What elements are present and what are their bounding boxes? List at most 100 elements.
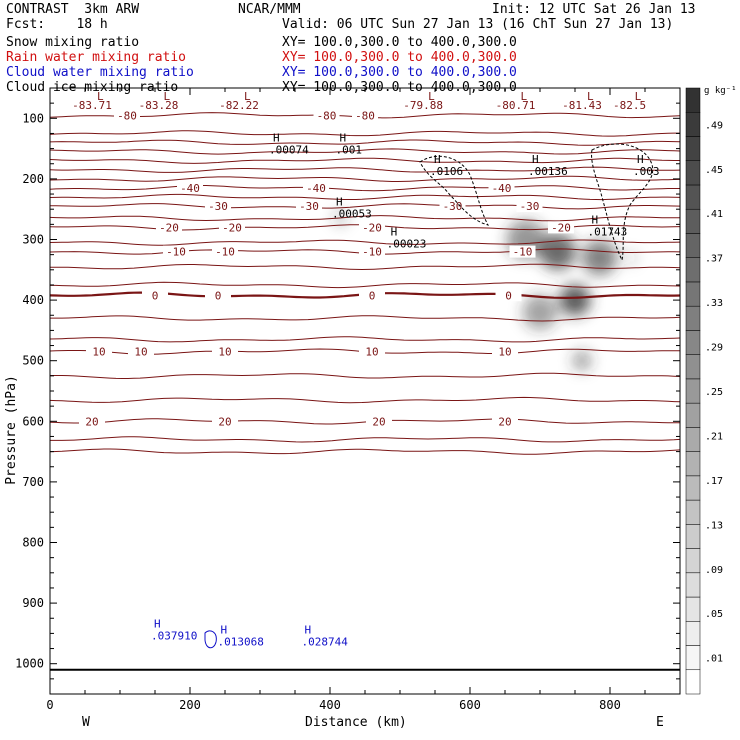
snow-maximum-marker: H: [391, 226, 398, 239]
isotherm-label: 10: [218, 346, 231, 359]
model-title: CONTRAST 3km ARW: [6, 2, 140, 17]
isotherm-label: -30: [520, 200, 540, 213]
colorbar-label: .09: [705, 565, 723, 576]
colorbar-label: .33: [705, 298, 723, 309]
isotherm-label-bg: [205, 200, 231, 213]
y-tick-label: 700: [22, 475, 44, 489]
y-tick-label: 600: [22, 414, 44, 428]
minimum-marker: L: [428, 90, 435, 103]
colorbar-label: .45: [705, 165, 723, 176]
colorbar-bin: [685, 87, 701, 113]
isotherm-label: 0: [152, 289, 159, 302]
y-axis-label: Pressure (hPa): [4, 375, 19, 485]
colorbar-bin: [685, 330, 701, 355]
snow-maximum-marker: H: [592, 213, 599, 226]
isotherm-7: [49, 185, 680, 192]
isotherm-label-bg: [366, 415, 392, 428]
colorbar-label: .29: [705, 343, 723, 354]
isotherm-6: [49, 175, 681, 182]
isotherm-18: [49, 336, 681, 343]
snow-maximum: .00136: [528, 165, 568, 178]
y-tick-label: 400: [22, 293, 44, 307]
y-tick-label: 300: [22, 233, 44, 247]
colorbar-bin: [685, 136, 701, 161]
isotherm-label: -20: [551, 221, 571, 234]
colorbar-label: .41: [705, 209, 723, 220]
isotherm-8: [49, 193, 681, 201]
colorbar-bin: [685, 645, 701, 671]
valid-time: Valid: 06 UTC Sun 27 Jan 13 (16 ChT Sun …: [282, 17, 674, 32]
x-tick-label: 200: [179, 698, 201, 712]
x-tick-label: 800: [599, 698, 621, 712]
isotherm-label: -80: [317, 109, 337, 122]
isotherm-label: 0: [369, 289, 376, 302]
colorbar-bin: [685, 475, 701, 501]
forecast-hour: Fcst: 18 h: [6, 17, 108, 32]
colorbar-label: .05: [705, 609, 723, 620]
isotherm-2: [49, 139, 681, 146]
isotherm-label-bg: [177, 181, 203, 194]
isotherm-label-bg: [205, 289, 231, 302]
isotherm-10: [49, 215, 680, 222]
isotherm-label-bg: [359, 245, 385, 258]
colorbar-bin: [685, 378, 701, 404]
snow-maximum: .003: [633, 165, 660, 178]
snow-blob-5: [572, 350, 592, 371]
isotherm-label: 10: [365, 346, 378, 359]
colorbar-bin: [685, 548, 701, 574]
snow-maximum: .001: [336, 144, 363, 157]
isotherm-label: -80: [117, 109, 137, 122]
center-label: NCAR/MMM: [238, 2, 301, 17]
colorbar-bin: [685, 354, 701, 380]
y-tick-label: 200: [22, 172, 44, 186]
field-snow-label: Snow mixing ratio: [6, 35, 140, 50]
isotherm-label: -80: [355, 109, 375, 122]
colorbar-label: .13: [705, 520, 723, 531]
isotherm-label-bg: [86, 345, 112, 358]
snow-maximum: .00023: [387, 238, 427, 251]
isotherm-5: [49, 166, 681, 173]
snow-maximum-marker: H: [532, 153, 539, 166]
colorbar: .49 .45 .41 .37 .33 .29 .25 .21 .17 .13 .09 .05 .01: [685, 87, 723, 695]
temperature-minimum: -79.88: [403, 99, 443, 112]
isotherm-label: -10: [166, 246, 186, 259]
isotherm-label-bg: [212, 245, 238, 258]
isotherm-label-bg: [296, 200, 322, 213]
isotherm-label: 20: [372, 415, 385, 428]
temperature-minimum: -80.71: [496, 99, 536, 112]
isotherm-label: 10: [92, 346, 105, 359]
colorbar-bin: [685, 572, 701, 598]
isotherm-21: [49, 396, 681, 404]
isotherm-label: -30: [208, 200, 228, 213]
isotherm-23: [50, 436, 681, 443]
y-tick-label: 500: [22, 354, 44, 368]
isotherm-label: -20: [222, 221, 242, 234]
snow-maximum: .00074: [269, 144, 309, 157]
isotherm-14: [49, 263, 681, 271]
temperature-minimum: -81.43: [562, 99, 602, 112]
snow-blob-2: [539, 233, 576, 270]
isotherm-label-bg: [516, 200, 543, 213]
minimum-marker: L: [587, 90, 594, 103]
init-time: Init: 12 UTC Sat 26 Jan 13: [492, 2, 696, 17]
y-tick-label: 800: [22, 536, 44, 550]
snow-maximum-marker: H: [340, 132, 347, 145]
isotherm-label: -30: [299, 200, 319, 213]
colorbar-label: .01: [705, 654, 723, 665]
isotherm-label: -20: [362, 221, 382, 234]
colorbar-label: .25: [705, 387, 723, 398]
cloudwater-maximum-marker: H: [305, 624, 312, 637]
isotherm-3: [49, 148, 681, 155]
snow-maximum: .0106: [430, 165, 463, 178]
isotherm-22: [49, 418, 680, 425]
isotherm-label-bg: [79, 415, 105, 428]
colorbar-label: .49: [705, 120, 723, 131]
isotherm-label-bg: [492, 415, 518, 428]
colorbar-unit: g kg⁻¹: [704, 86, 737, 96]
isotherm-label-bg: [359, 289, 385, 302]
cloudwater-contour: [204, 630, 217, 649]
isotherm-15: [50, 281, 681, 289]
isotherm-label-bg: [219, 221, 245, 234]
isotherm-20: [50, 372, 681, 379]
isotherm-label: 10: [134, 346, 147, 359]
